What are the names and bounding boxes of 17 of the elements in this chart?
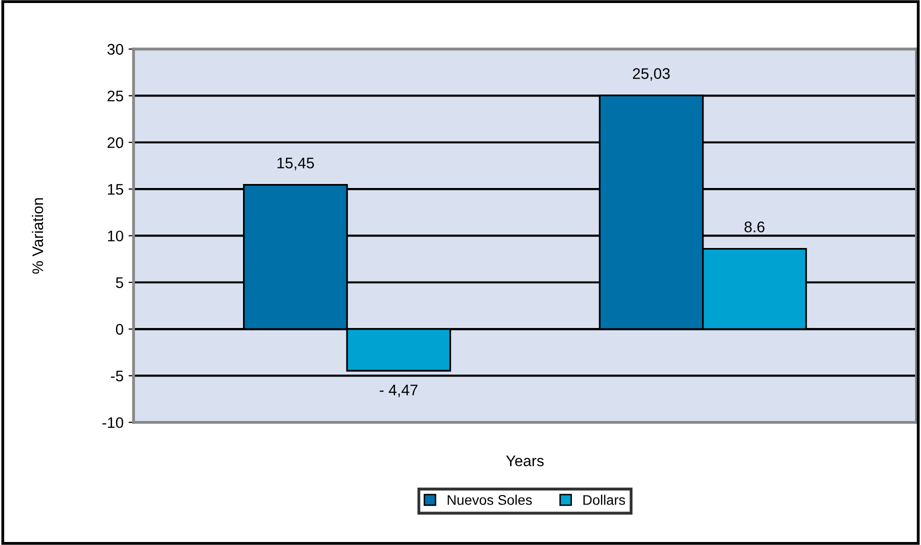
legend-label: Dollars — [583, 494, 626, 505]
y-tick-label: 25 — [108, 90, 124, 102]
y-tick-label: 15 — [108, 184, 124, 195]
data-label: 25,03 — [632, 68, 670, 81]
y-tick-label: 30 — [107, 44, 124, 55]
data-label: - 4,47 — [380, 384, 418, 398]
y-tick-label: 0 — [116, 324, 124, 335]
data-label: 15,45 — [278, 158, 314, 170]
y-axis-title: % Variation — [32, 198, 44, 274]
y-tick-label: 20 — [108, 137, 124, 148]
y-tick-label: 10 — [108, 230, 124, 242]
y-tick-label: -5 — [110, 370, 124, 382]
x-axis-title: Years — [506, 456, 544, 466]
data-label: 8.6 — [744, 222, 764, 232]
y-tick-label: 5 — [116, 277, 124, 288]
legend-label: Nuevos Soles — [448, 494, 532, 505]
y-tick-label: -10 — [102, 417, 124, 428]
